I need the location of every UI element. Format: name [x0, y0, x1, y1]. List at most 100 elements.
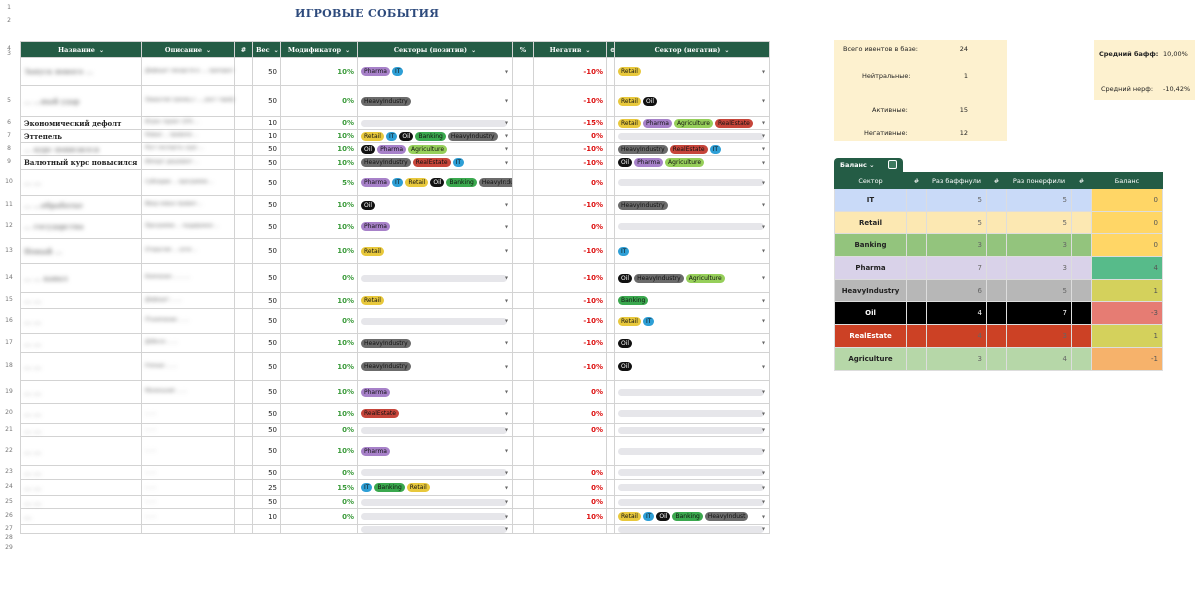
sector-chip[interactable]: Oil: [618, 362, 633, 371]
row-number[interactable]: 13: [5, 246, 13, 254]
sector-chip[interactable]: Oil: [399, 131, 414, 141]
sector-chip[interactable]: Retail: [361, 246, 384, 256]
sectors-positive-select[interactable]: Pharma ▾: [357, 380, 513, 404]
sector-chip[interactable]: Oil: [618, 158, 633, 167]
sector-chip[interactable]: HeavyIndustry: [618, 144, 668, 154]
sectors-positive-select[interactable]: ▾: [357, 423, 513, 437]
sector-chip[interactable]: Banking: [446, 178, 477, 187]
sector-chip[interactable]: Pharma: [377, 144, 407, 154]
chevron-down-icon[interactable]: ▾: [504, 363, 508, 370]
chevron-down-icon[interactable]: ▾: [504, 525, 508, 533]
chevron-down-icon[interactable]: ▾: [761, 469, 765, 476]
balance-header[interactable]: Раз понерфили: [1006, 172, 1072, 189]
sectors-negative-select[interactable]: Retail IT ▾: [614, 308, 770, 334]
sector-chip[interactable]: Agriculture: [685, 273, 725, 283]
sectors-positive-select[interactable]: Retail IT Oil Banking HeavyIndustry ▾: [357, 129, 513, 143]
sector-chip[interactable]: IT: [385, 131, 398, 141]
balance-header[interactable]: Сектор: [834, 172, 907, 189]
chevron-down-icon[interactable]: ▾: [504, 119, 508, 127]
row-number[interactable]: 16: [5, 316, 13, 324]
row-number[interactable]: 26: [5, 512, 13, 519]
header-name[interactable]: Название ⌄: [20, 41, 142, 58]
row-number[interactable]: 9: [7, 158, 11, 165]
sectors-positive-select[interactable]: HeavyIndustry ▾: [357, 352, 513, 381]
row-number[interactable]: 23: [5, 468, 13, 475]
sector-chip[interactable]: IT: [709, 144, 722, 154]
row-number[interactable]: 25: [5, 497, 13, 505]
sectors-positive-select[interactable]: PharmaITRetailOilBankingHeavyIndustry▾: [357, 169, 513, 196]
sectors-negative-select[interactable]: Retail Oil ▾: [614, 85, 770, 117]
sectors-positive-select[interactable]: ▾: [357, 116, 513, 130]
sector-chip[interactable]: Banking: [415, 131, 446, 141]
sectors-positive-select[interactable]: ▾: [357, 508, 513, 525]
header-sectors-negative[interactable]: Сектор (негатив) ⌄: [614, 41, 770, 58]
row-number[interactable]: 4: [7, 45, 11, 52]
chevron-down-icon[interactable]: ▾: [761, 525, 765, 533]
sectors-positive-select[interactable]: Pharma ▾: [357, 436, 513, 466]
sectors-negative-select[interactable]: Oil ▾: [614, 352, 770, 381]
sectors-negative-select[interactable]: Oil Pharma Agriculture ▾: [614, 155, 770, 170]
sectors-positive-select[interactable]: Oil Pharma Agriculture ▾: [357, 142, 513, 156]
header-sectors-positive[interactable]: Секторы (позитив) ⌄: [357, 41, 513, 58]
chevron-down-icon[interactable]: ▾: [761, 513, 765, 520]
sector-chip[interactable]: Retail: [618, 118, 641, 128]
sector-chip[interactable]: Agriculture: [673, 118, 713, 128]
sector-chip[interactable]: Pharma: [361, 67, 390, 76]
sectors-negative-select[interactable]: ▾: [614, 129, 770, 143]
row-number[interactable]: 12: [5, 222, 13, 229]
sector-chip[interactable]: HeavyIndustry: [478, 178, 512, 187]
sectors-positive-select[interactable]: HeavyIndustry ▾: [357, 85, 513, 117]
sector-chip[interactable]: HeavyIndustry: [361, 338, 411, 348]
sectors-positive-select[interactable]: ▾: [357, 263, 513, 293]
row-number[interactable]: 8: [7, 144, 11, 152]
header-percent[interactable]: %: [512, 41, 534, 58]
chevron-down-icon[interactable]: ▾: [504, 223, 508, 230]
chevron-down-icon[interactable]: ▾: [504, 426, 508, 434]
sector-chip[interactable]: RealEstate: [361, 409, 399, 418]
sectors-positive-select[interactable]: ▾: [357, 524, 513, 534]
sectors-positive-select[interactable]: IT Banking Retail ▾: [357, 479, 513, 496]
balance-header[interactable]: #: [986, 172, 1007, 189]
sectors-negative-select[interactable]: Oil ▾: [614, 333, 770, 353]
sector-chip[interactable]: IT: [391, 178, 404, 187]
row-number[interactable]: 18: [5, 362, 13, 369]
chevron-down-icon[interactable]: ▾: [504, 179, 508, 186]
chevron-down-icon[interactable]: ▾: [761, 426, 765, 434]
sector-chip[interactable]: IT: [642, 316, 655, 326]
row-number[interactable]: 7: [7, 131, 11, 139]
sectors-negative-select[interactable]: HeavyIndustry ▾: [614, 195, 770, 215]
chevron-down-icon[interactable]: ▾: [504, 145, 508, 153]
chevron-down-icon[interactable]: ▾: [761, 247, 765, 255]
sectors-negative-select[interactable]: Banking ▾: [614, 292, 770, 309]
chevron-down-icon[interactable]: ▾: [504, 132, 508, 140]
chevron-down-icon[interactable]: ▾: [761, 223, 765, 230]
chevron-down-icon[interactable]: ▾: [504, 469, 508, 476]
sectors-positive-select[interactable]: HeavyIndustry RealEstate IT ▾: [357, 155, 513, 170]
balance-header[interactable]: Раз баффнули: [926, 172, 987, 189]
chevron-down-icon[interactable]: ▾: [504, 68, 508, 75]
sectors-positive-select[interactable]: Retail ▾: [357, 238, 513, 264]
chevron-down-icon[interactable]: ▾: [504, 388, 508, 396]
chevron-down-icon[interactable]: ▾: [761, 97, 765, 105]
sectors-positive-select[interactable]: ▾: [357, 495, 513, 509]
sector-chip[interactable]: Retail: [361, 131, 384, 141]
sector-chip[interactable]: HeavyIndust: [704, 512, 749, 521]
sector-chip[interactable]: Retail: [618, 67, 641, 76]
sectors-positive-select[interactable]: ▾: [357, 308, 513, 334]
chevron-down-icon[interactable]: ▾: [761, 132, 765, 140]
header-hash[interactable]: #: [234, 41, 253, 58]
sectors-negative-select[interactable]: ▾: [614, 169, 770, 196]
sector-chip[interactable]: Oil: [361, 144, 376, 154]
row-number[interactable]: 22: [5, 446, 13, 454]
balance-table-tab[interactable]: Баланс ⌄: [834, 158, 903, 172]
sector-chip[interactable]: Oil: [618, 273, 633, 283]
sector-chip[interactable]: Oil: [618, 338, 633, 348]
sectors-positive-select[interactable]: RealEstate ▾: [357, 403, 513, 424]
row-number[interactable]: 11: [5, 200, 13, 208]
sectors-negative-select[interactable]: ▾: [614, 495, 770, 509]
sector-chip[interactable]: RealEstate: [714, 118, 753, 128]
chevron-down-icon[interactable]: ▾: [761, 363, 765, 370]
chevron-down-icon[interactable]: ▾: [504, 159, 508, 166]
sector-chip[interactable]: HeavyIndustry: [447, 131, 498, 141]
chevron-down-icon[interactable]: ▾: [761, 68, 765, 75]
